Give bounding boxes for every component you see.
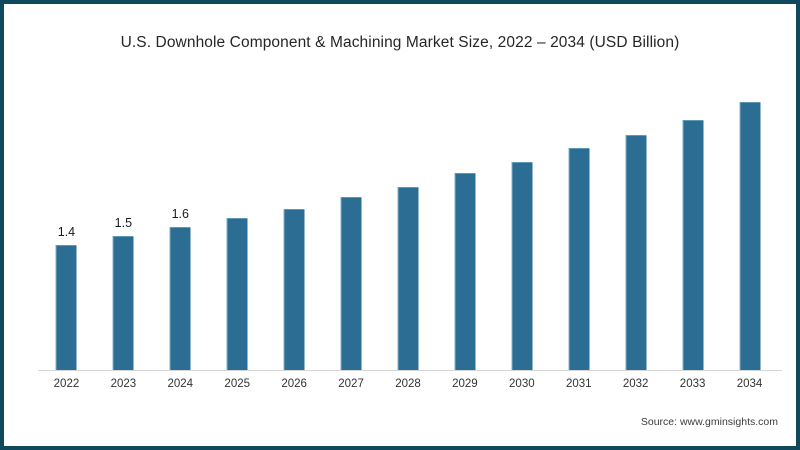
bar-group xyxy=(721,74,778,371)
x-axis-tick-label: 2025 xyxy=(224,378,251,390)
bar-group: 1.4 xyxy=(38,74,95,371)
bar[interactable] xyxy=(169,227,191,371)
bar-value-label: 1.4 xyxy=(57,225,76,239)
bar-group: 1.5 xyxy=(95,74,152,371)
bar[interactable] xyxy=(511,162,533,371)
bar-value-label: 1.6 xyxy=(171,207,189,221)
x-axis-line xyxy=(38,370,782,371)
x-axis-tick-label: 2023 xyxy=(110,378,137,390)
bar-group xyxy=(323,74,380,371)
bar-group xyxy=(436,74,493,371)
bar[interactable] xyxy=(625,135,647,371)
x-axis-tick-label: 2030 xyxy=(509,378,535,390)
bar[interactable] xyxy=(226,218,248,371)
bar[interactable] xyxy=(397,186,419,371)
bar[interactable] xyxy=(283,209,305,371)
bar-value-label: 1.5 xyxy=(114,216,133,230)
bar-group xyxy=(209,74,266,371)
x-axis-tick-label: 2032 xyxy=(622,378,649,390)
plot-area: 1.4 1.5 1.6 xyxy=(38,74,778,371)
bar-group xyxy=(493,74,550,371)
bar-group: 1.6 xyxy=(152,74,209,371)
x-axis-tick-label: 2024 xyxy=(167,378,194,390)
bar[interactable] xyxy=(55,245,77,371)
bar[interactable] xyxy=(340,197,362,371)
x-axis-tick-label: 2022 xyxy=(53,378,80,390)
bar-group xyxy=(550,74,607,371)
bar[interactable] xyxy=(682,119,704,371)
bar[interactable] xyxy=(568,147,590,371)
x-axis-tick-label: 2028 xyxy=(395,378,421,390)
x-axis-tick-label: 2026 xyxy=(281,378,307,390)
bar-group xyxy=(266,74,323,371)
x-axis-tick-label: 2034 xyxy=(736,378,763,390)
x-axis-tick-label: 2027 xyxy=(338,378,364,390)
x-axis-tick-label: 2031 xyxy=(565,378,592,390)
chart-title: U.S. Downhole Component & Machining Mark… xyxy=(120,34,680,51)
bar-group xyxy=(664,74,721,371)
bar[interactable] xyxy=(739,101,761,371)
x-axis-tick-label: 2033 xyxy=(679,378,706,390)
bar[interactable] xyxy=(454,173,476,371)
x-axis-tick-label: 2029 xyxy=(452,378,478,390)
bar-group xyxy=(607,74,664,371)
source-attribution: Source: www.gminsights.com xyxy=(640,416,778,428)
bar[interactable] xyxy=(112,236,134,371)
bar-group xyxy=(380,74,437,371)
